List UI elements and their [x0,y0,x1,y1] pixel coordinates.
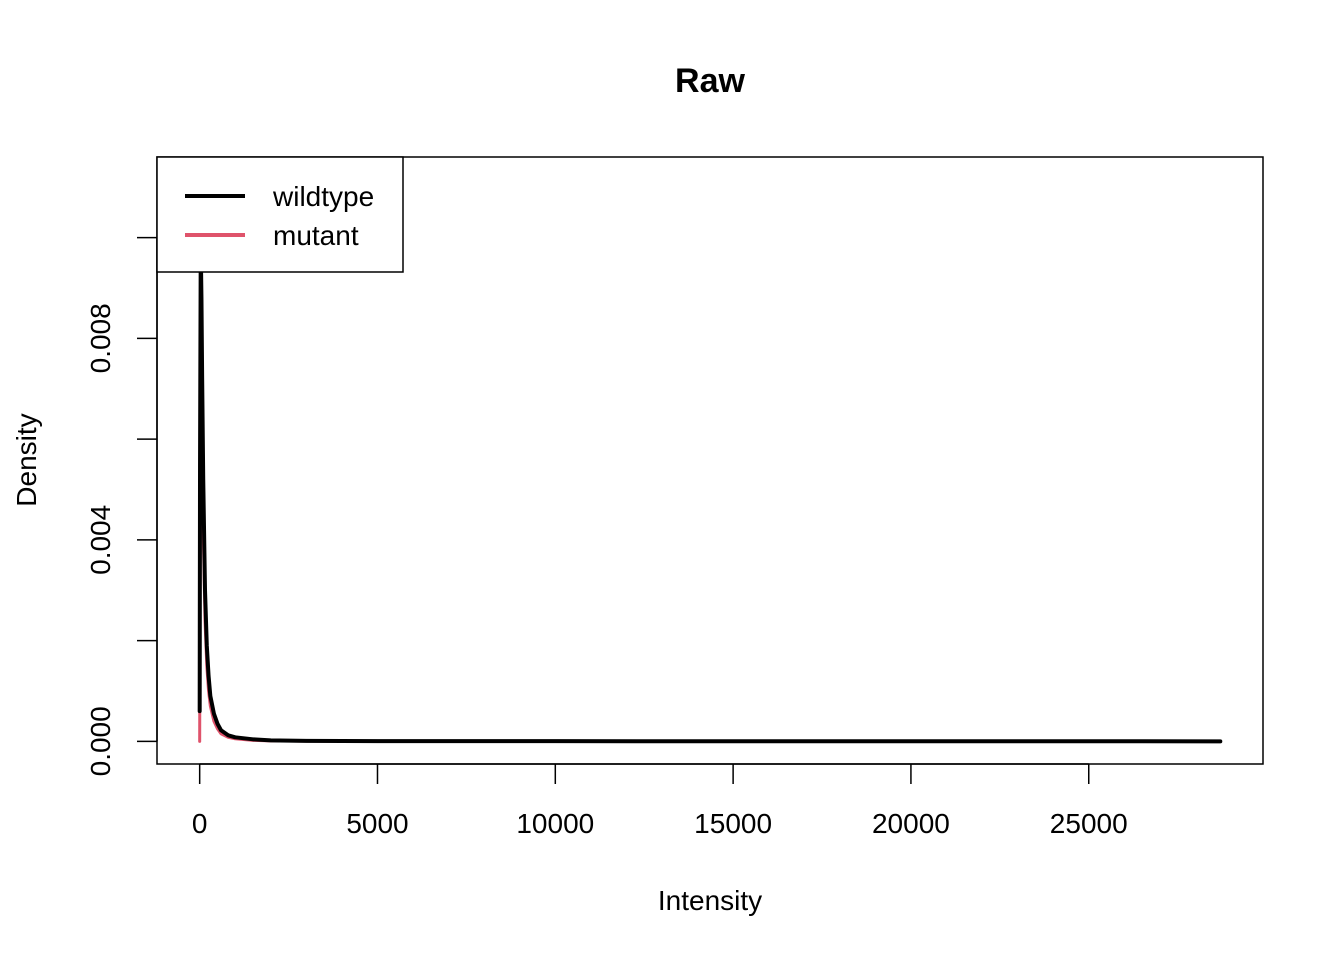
legend: wildtype mutant [156,156,404,273]
x-tick-label: 10000 [516,808,594,839]
x-tick-label: 25000 [1050,808,1128,839]
legend-label-mutant: mutant [273,220,359,251]
x-tick-label: 20000 [872,808,950,839]
y-axis-label: Density [11,413,42,506]
series-layer [197,245,1223,744]
x-axis-label: Intensity [658,885,762,916]
series-line-mutant [198,336,379,743]
legend-label-wildtype: wildtype [272,181,374,212]
x-tick-label: 0 [192,808,208,839]
plot-frame [156,156,1264,765]
chart-title: Raw [675,62,745,100]
x-tick-label: 5000 [346,808,408,839]
axes-layer: 0 5000 10000 15000 20000 25000 0.000 0.004 0.008 [85,236,1128,839]
x-tick-label: 15000 [694,808,772,839]
y-tick-label: 0.000 [85,706,116,776]
y-tick-label: 0.004 [85,505,116,575]
y-tick-label: 0.008 [85,303,116,373]
series-line-wildtype [197,245,1223,744]
legend-box [156,156,404,273]
